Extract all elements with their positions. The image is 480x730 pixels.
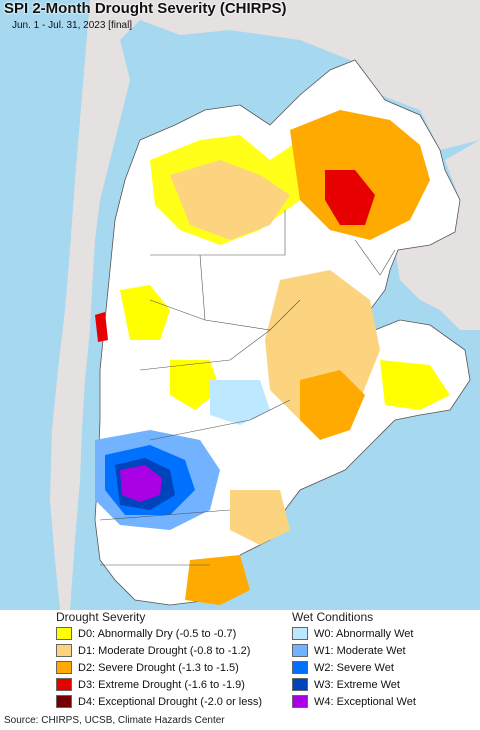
legend-item-w0: W0: Abnormally Wet [292, 626, 413, 641]
legend-label: W2: Severe Wet [314, 661, 394, 674]
legend-item-d4: D4: Exceptional Drought (-2.0 or less) [56, 694, 262, 709]
w4-patch [120, 465, 162, 502]
legend-item-d3: D3: Extreme Drought (-1.6 to -1.9) [56, 677, 245, 692]
legend-item-d0: D0: Abnormally Dry (-0.5 to -0.7) [56, 626, 236, 641]
legend-label: W3: Extreme Wet [314, 678, 400, 691]
d0-patch-uruguay [380, 360, 450, 410]
legend-swatch [56, 644, 72, 657]
map-title: SPI 2-Month Drought Severity (CHIRPS) [4, 0, 287, 17]
legend-label: W0: Abnormally Wet [314, 627, 414, 640]
province-borders [99, 210, 396, 566]
source-credit: Source: CHIRPS, UCSB, Climate Hazards Ce… [4, 715, 225, 726]
wet-legend-heading: Wet Conditions [292, 610, 374, 624]
legend-label: D1: Moderate Drought (-0.8 to -1.2) [78, 644, 251, 657]
legend-label: D3: Extreme Drought (-1.6 to -1.9) [78, 678, 245, 691]
legend-swatch [56, 678, 72, 691]
d1-patch-southeast [230, 490, 290, 545]
legend-item-w1: W1: Moderate Wet [292, 643, 406, 658]
legend-item-d2: D2: Severe Drought (-1.3 to -1.5) [56, 660, 239, 675]
legend-swatch [292, 661, 308, 674]
legend-item-w4: W4: Exceptional Wet [292, 694, 416, 709]
d0-patch-mid [170, 360, 220, 410]
legend-swatch [292, 627, 308, 640]
outside-land [0, 0, 480, 610]
d3-patch-paraguay [325, 170, 375, 225]
legend: Drought Severity Wet Conditions D0: Abno… [0, 610, 480, 714]
d2-patch-south [185, 555, 250, 605]
drought-legend-heading: Drought Severity [56, 610, 146, 624]
legend-item-w3: W3: Extreme Wet [292, 677, 400, 692]
d0-patch-west [120, 285, 170, 340]
legend-swatch [56, 627, 72, 640]
legend-label: D2: Severe Drought (-1.3 to -1.5) [78, 661, 239, 674]
legend-swatch [56, 661, 72, 674]
d2-patch-paraguay [290, 110, 430, 240]
legend-item-w2: W2: Severe Wet [292, 660, 394, 675]
d1-patch-north [170, 160, 290, 240]
legend-swatch [292, 695, 308, 708]
legend-label: W4: Exceptional Wet [314, 695, 416, 708]
d3-patch-chile-coast [95, 312, 108, 342]
legend-label: D4: Exceptional Drought (-2.0 or less) [78, 695, 263, 708]
legend-label: W1: Moderate Wet [314, 644, 406, 657]
legend-swatch [292, 678, 308, 691]
outside-land-east [395, 140, 480, 330]
d2-patch-central [300, 370, 365, 440]
legend-swatch [56, 695, 72, 708]
legend-swatch [292, 644, 308, 657]
map-subtitle: Jun. 1 - Jul. 31, 2023 [final] [12, 20, 133, 31]
legend-item-d1: D1: Moderate Drought (-0.8 to -1.2) [56, 643, 250, 658]
drought-map [0, 0, 480, 610]
legend-label: D0: Abnormally Dry (-0.5 to -0.7) [78, 627, 237, 640]
w0-patch [210, 380, 270, 425]
